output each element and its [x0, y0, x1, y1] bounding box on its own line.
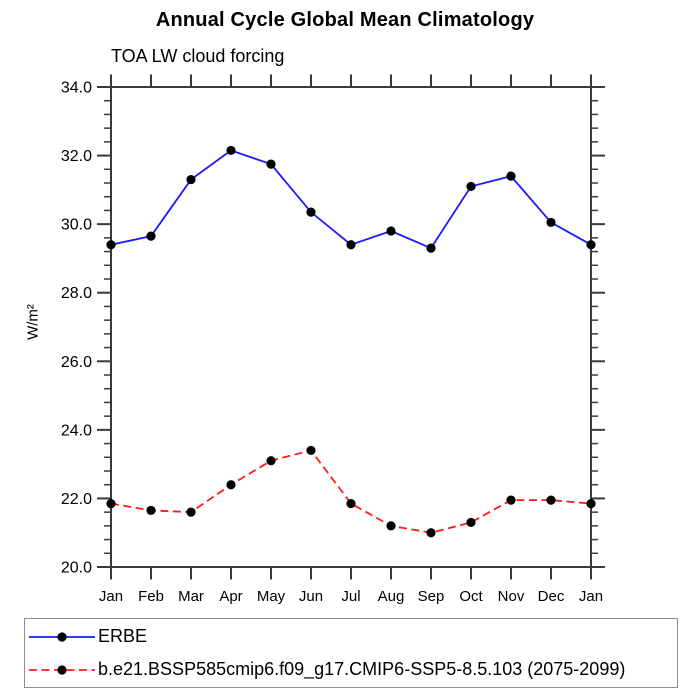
data-point-marker-s1	[466, 517, 476, 528]
data-point-marker-s0	[186, 174, 196, 185]
data-point-marker-s1	[106, 498, 116, 509]
data-point-marker-s0	[306, 207, 316, 217]
y-tick-label: 28.0	[61, 285, 92, 302]
data-point-marker-s1	[226, 480, 236, 490]
plot-svg: 20.0 22.0 24.0 26.0 28.0 30.0 32.0 34.0 Jan Feb Ma…	[61, 74, 605, 605]
x-tick-label: Dec	[538, 588, 565, 605]
data-point-marker-s1	[386, 521, 396, 531]
y-tick-label: 30.0	[61, 217, 92, 234]
x-tick-label: Mar	[178, 588, 204, 605]
data-point-marker-s0	[506, 171, 516, 181]
x-tick-label: Oct	[459, 588, 483, 605]
y-tick-label: 32.0	[61, 148, 92, 165]
legend-line-sample-dashed	[29, 664, 95, 675]
data-point-marker-s1	[426, 528, 436, 538]
y-tick-label: 20.0	[61, 560, 92, 577]
x-tick-label: Aug	[378, 588, 405, 605]
x-tick-label: Sep	[418, 588, 445, 605]
series-line-0	[110, 149, 592, 250]
legend-marker-dot	[57, 631, 67, 642]
x-tick-label: Apr	[219, 588, 242, 605]
data-point-marker-s1	[546, 495, 556, 505]
data-point-marker-s0	[386, 226, 396, 236]
x-tick-label: May	[257, 588, 286, 605]
y-tick-label: 24.0	[61, 422, 92, 439]
data-point-marker-s0	[546, 217, 556, 228]
plot-frame	[110, 86, 592, 568]
legend-label: b.e21.BSSP585cmip6.f09_g17.CMIP6-SSP5-8.…	[98, 659, 626, 679]
data-point-marker-s0	[226, 145, 236, 156]
x-tick-label: Jul	[341, 588, 360, 605]
x-tick-label: Jun	[299, 588, 323, 605]
y-tick-label: 26.0	[61, 354, 92, 371]
chart-title: Annual Cycle Global Mean Climatology	[155, 9, 535, 31]
legend-line-sample-solid	[29, 631, 95, 642]
legend-box: ERBE b.e21.BSSP585cmip6.f09_g17.CMIP6-SS…	[24, 618, 678, 688]
x-tick-label: Jan	[99, 588, 123, 605]
legend-item-erbe: ERBE	[29, 620, 677, 653]
data-point-marker-s1	[346, 498, 356, 509]
data-point-marker-s0	[266, 159, 276, 169]
x-tick-label: Jan	[579, 588, 603, 605]
data-point-marker-s1	[146, 505, 156, 516]
y-tick-label: 22.0	[61, 491, 92, 508]
data-point-marker-s0	[466, 181, 476, 192]
data-point-marker-s0	[586, 240, 596, 250]
x-tick-label: Feb	[138, 588, 164, 605]
data-point-marker-s0	[426, 243, 436, 253]
data-point-marker-s1	[186, 507, 196, 517]
chart-subtitle: TOA LW cloud forcing	[111, 46, 285, 66]
data-point-marker-s0	[346, 240, 356, 250]
y-tick-label: 34.0	[61, 80, 92, 97]
data-point-marker-s1	[506, 495, 516, 505]
x-tick-label: Nov	[498, 588, 525, 605]
data-point-marker-s0	[146, 231, 156, 241]
data-point-marker-s1	[266, 456, 276, 466]
legend-marker-dot	[57, 664, 67, 675]
data-point-marker-s0	[106, 240, 116, 250]
legend-label: ERBE	[98, 626, 148, 646]
data-point-marker-s1	[586, 498, 596, 509]
data-point-marker-s1	[306, 445, 316, 456]
legend-item-model: b.e21.BSSP585cmip6.f09_g17.CMIP6-SSP5-8.…	[29, 653, 677, 686]
series-line-1	[110, 449, 592, 534]
